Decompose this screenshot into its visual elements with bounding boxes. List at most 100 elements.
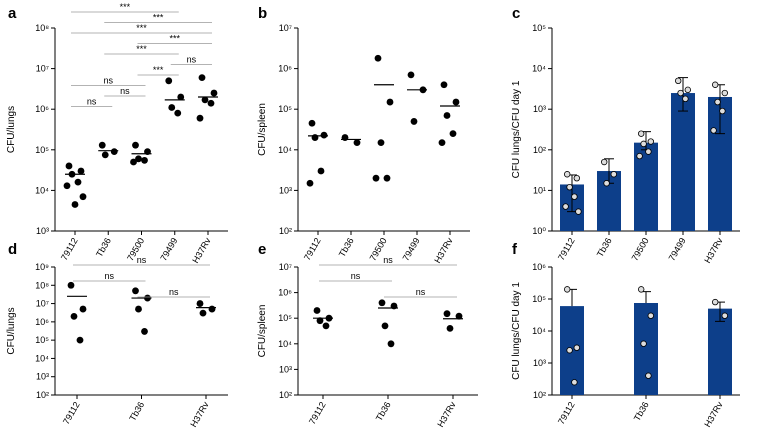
y-tick-label: 10⁴ (532, 326, 546, 336)
data-point (407, 71, 415, 79)
y-tick-label: 10⁴ (278, 145, 292, 155)
y-axis-label: CFU/spleen (257, 103, 268, 156)
data-point (311, 134, 319, 141)
data-point (455, 312, 463, 320)
data-point (638, 286, 645, 293)
data-point (130, 158, 137, 166)
data-point (70, 312, 78, 320)
x-tick-label: 79112 (61, 400, 82, 426)
significance-label: *** (136, 23, 147, 33)
data-point (208, 305, 216, 313)
significance-label: ns (103, 76, 113, 86)
data-point (710, 127, 717, 134)
data-point (77, 167, 85, 175)
y-axis-label: CFU/lungs (6, 106, 17, 153)
data-point (452, 98, 460, 106)
data-point (313, 307, 321, 314)
data-point (98, 141, 106, 149)
panel-letter: c (512, 5, 520, 22)
data-point (386, 98, 394, 106)
data-point (135, 155, 142, 163)
significance-label: *** (136, 44, 147, 54)
bar-79499 (671, 93, 695, 231)
panel-letter: d (8, 241, 17, 258)
data-point (141, 156, 148, 164)
y-tick-label: 10² (279, 226, 292, 236)
data-point (74, 178, 82, 186)
y-tick-label: 10⁶ (278, 64, 292, 74)
data-point (571, 193, 578, 200)
data-point (372, 174, 380, 182)
y-tick-label: 10³ (279, 364, 292, 374)
significance-label: ns (416, 287, 426, 297)
panel-b: b 10² 10³ 10⁴ 10⁵ 10⁶ 10⁷ CFU/spleen 79112 Tb36 79… (257, 5, 470, 265)
data-point (564, 286, 571, 293)
y-tick-label: 10⁸ (35, 280, 49, 290)
x-tick-label: H37Rv (188, 400, 211, 429)
data-point (647, 138, 654, 145)
data-point (636, 152, 643, 160)
data-point (721, 89, 728, 97)
y-tick-label: 10⁴ (278, 339, 292, 349)
y-tick-label: 10⁷ (279, 262, 292, 272)
data-point (210, 89, 218, 97)
x-tick-label: Tb36 (374, 400, 393, 423)
data-point (719, 107, 726, 115)
x-tick-label: 79500 (630, 236, 651, 263)
data-point (174, 109, 182, 117)
y-tick-label: 10⁵ (35, 145, 49, 155)
data-point (601, 158, 608, 166)
data-point (438, 139, 446, 147)
data-point (573, 344, 580, 351)
data-point (132, 141, 139, 149)
x-tick-label: Tb36 (595, 236, 614, 259)
y-axis-label: CFU/spleen (257, 305, 268, 358)
data-point (79, 305, 87, 313)
panel-letter: f (512, 241, 518, 258)
x-tick-label: H37Rv (190, 236, 213, 265)
y-tick-label: 10⁵ (532, 23, 546, 33)
y-tick-label: 10⁹ (35, 262, 49, 272)
significance-label: ns (104, 271, 114, 281)
significance-label: ns (351, 271, 361, 281)
data-point (383, 174, 391, 182)
data-point (353, 139, 361, 147)
y-tick-label: 10² (36, 390, 49, 400)
data-point (317, 167, 325, 175)
significance-label: ns (120, 86, 130, 96)
y-tick-label: 10³ (279, 185, 292, 195)
data-point (645, 148, 652, 155)
y-tick-label: 10⁶ (532, 262, 546, 272)
y-tick-label: 10⁷ (36, 64, 49, 74)
data-point (443, 112, 451, 119)
y-tick-label: 10³ (36, 372, 49, 382)
data-point (196, 114, 204, 122)
data-point (168, 104, 176, 111)
data-point (377, 139, 385, 147)
data-point (306, 179, 314, 187)
data-point (443, 310, 451, 318)
y-tick-label: 10⁶ (278, 288, 292, 298)
data-point (132, 287, 139, 295)
panel-e: e 10² 10³ 10⁴ 10⁵ 10⁶ 10⁷ CFU/spleen 79112 Tb36 H3… (257, 241, 478, 429)
x-tick-label: Tb36 (632, 400, 651, 423)
panel-d: d 10² 10³ 10⁴ 10⁵ 10⁶ 10⁷ 10⁸ 10⁹ CFU/lungs 79112 T… (6, 241, 228, 429)
data-point (67, 281, 75, 289)
data-point (177, 93, 185, 101)
data-point (684, 86, 691, 94)
x-tick-label: 79112 (302, 236, 323, 262)
panel-letter: a (8, 5, 17, 22)
y-tick-label: 10¹ (533, 185, 546, 195)
data-point (449, 130, 457, 138)
data-point (387, 340, 395, 348)
data-point (322, 322, 330, 330)
significance-label: ns (87, 97, 97, 107)
y-tick-label: 10⁴ (35, 185, 49, 195)
panel-letter: b (258, 5, 267, 22)
y-axis-label: CFU lungs/CFU day 1 (511, 282, 522, 380)
panel-letter: e (258, 241, 266, 258)
data-point (645, 372, 652, 379)
y-tick-label: 10⁷ (279, 23, 292, 33)
significance-label: ns (187, 55, 197, 65)
